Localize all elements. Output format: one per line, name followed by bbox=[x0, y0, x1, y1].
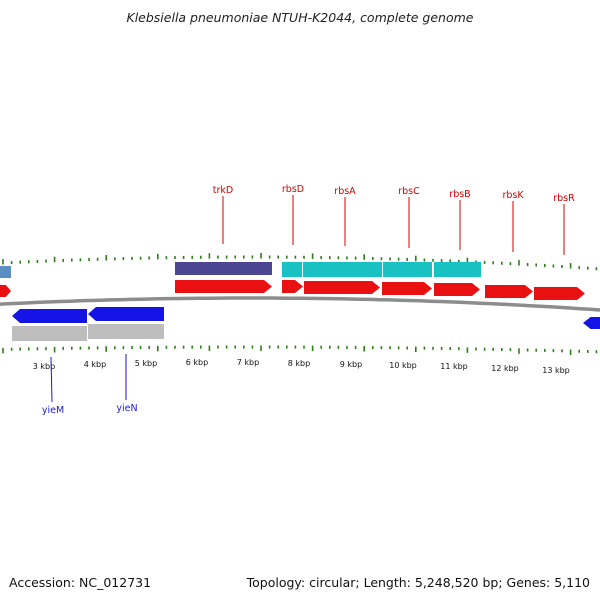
gene-label-reverse: yieN bbox=[116, 403, 137, 414]
cds-block-cyan bbox=[434, 262, 481, 277]
gene-label-reverse: yieM bbox=[42, 405, 64, 416]
kbp-label: 6 kbp bbox=[186, 358, 208, 367]
cds-block-purple bbox=[175, 262, 272, 275]
gene-arrow-forward bbox=[534, 287, 585, 300]
kbp-label: 11 kbp bbox=[440, 362, 468, 371]
gene-arrow-forward bbox=[382, 282, 432, 295]
kbp-label: 13 kbp bbox=[542, 366, 570, 375]
gene-arrow-reverse bbox=[88, 307, 164, 321]
cds-block-cyan bbox=[282, 262, 302, 277]
kbp-label: 5 kbp bbox=[135, 359, 157, 368]
cds-block-gray bbox=[88, 324, 164, 339]
gene-arrow-reverse bbox=[12, 309, 87, 323]
kbp-label: 3 kbp bbox=[33, 362, 55, 371]
kbp-label: 8 kbp bbox=[288, 359, 310, 368]
gene-label-forward: rbsA bbox=[334, 186, 356, 197]
cds-block-cyan bbox=[303, 262, 382, 277]
gene-label-forward: rbsC bbox=[398, 186, 420, 197]
map-title: Klebsiella pneumoniae NTUH-K2044, comple… bbox=[126, 10, 474, 25]
genome-backbone bbox=[0, 296, 600, 312]
gene-arrow-forward bbox=[485, 285, 533, 298]
cds-block bbox=[0, 266, 11, 278]
gene-arrow-forward bbox=[282, 280, 303, 293]
gene-arrow-forward bbox=[0, 285, 11, 297]
genome-summary: Topology: circular; Length: 5,248,520 bp… bbox=[246, 575, 590, 590]
kbp-label: 7 kbp bbox=[237, 358, 259, 367]
kbp-label: 9 kbp bbox=[340, 360, 362, 369]
kbp-label: 4 kbp bbox=[84, 360, 106, 369]
gene-arrow-forward bbox=[175, 280, 272, 293]
gene-arrow-forward bbox=[434, 283, 480, 296]
cds-block-gray bbox=[12, 326, 87, 341]
kbp-label: 12 kbp bbox=[491, 364, 519, 373]
gene-arrow-forward bbox=[304, 281, 380, 294]
gene-label-forward: rbsB bbox=[449, 189, 470, 200]
gene-arrow-reverse bbox=[583, 317, 600, 329]
accession-text: Accession: NC_012731 bbox=[9, 575, 152, 590]
gene-label-forward: trkD bbox=[213, 185, 233, 196]
gene-label-forward: rbsD bbox=[282, 184, 304, 195]
gene-label-forward: rbsR bbox=[553, 193, 575, 204]
kbp-label: 10 kbp bbox=[389, 361, 417, 370]
gene-label-forward: rbsK bbox=[502, 190, 524, 201]
cds-block-cyan bbox=[383, 262, 432, 277]
gene-leader-line bbox=[50, 356, 53, 403]
